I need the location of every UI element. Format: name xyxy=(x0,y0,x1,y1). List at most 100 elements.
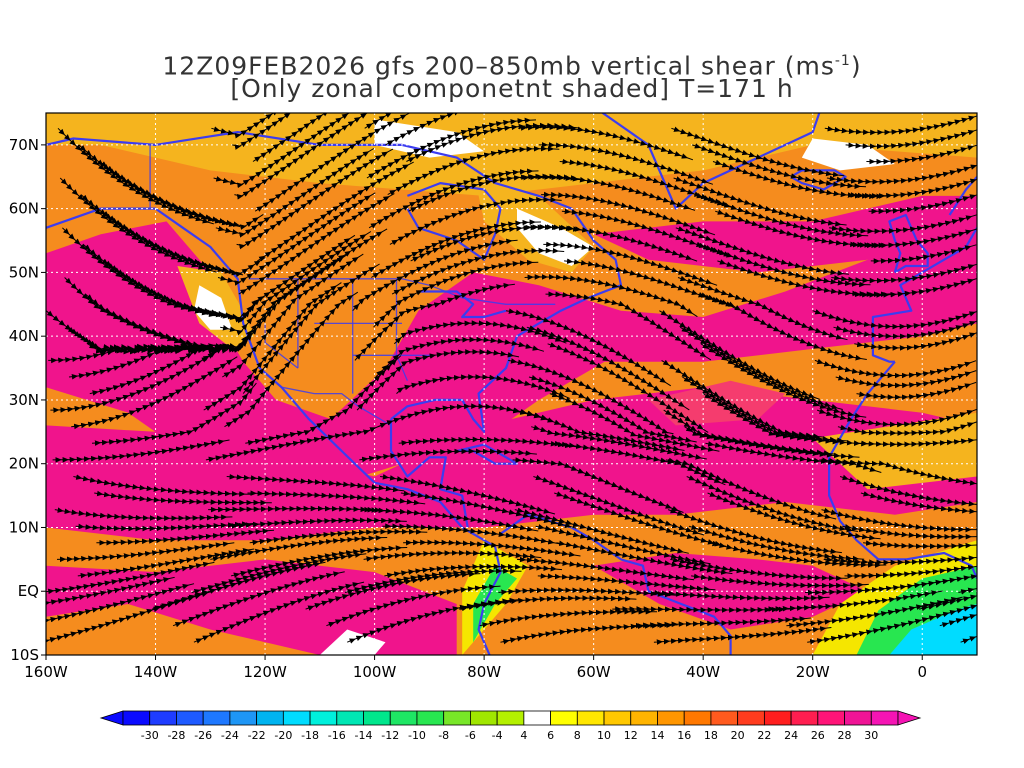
colorbar: -30 -28 -26 -24 -22 -20 -18 -16 -14 -12 -10 -8 -6 -4 4… xyxy=(99,710,922,742)
title-text: 12Z09FEB2026 gfs 200–850mb vertical shea… xyxy=(162,51,835,81)
colorbar-swatch xyxy=(710,710,739,726)
chart-title-line-1: 12Z09FEB2026 gfs 200–850mb vertical shea… xyxy=(0,48,1024,79)
streamline xyxy=(75,521,254,532)
colorbar-label: -30 xyxy=(141,729,159,742)
streamline xyxy=(918,594,977,612)
colorbar-label: 6 xyxy=(547,729,554,742)
lon-tick-label: 40W xyxy=(686,663,720,681)
colorbar-swatch xyxy=(122,710,151,726)
colorbar-swatch xyxy=(389,710,418,726)
streamline xyxy=(651,589,830,602)
colorbar-swatch xyxy=(176,710,204,726)
colorbar-swatch xyxy=(790,710,819,726)
chart-title-line-2: [Only zonal componetnt shaded] T=171 h xyxy=(230,74,794,103)
streamline xyxy=(765,590,943,612)
lat-tick-label: 20N xyxy=(9,455,39,473)
colorbar-label: -16 xyxy=(328,729,346,742)
colorbar-label: 12 xyxy=(624,729,638,742)
streamline xyxy=(364,113,392,129)
colorbar-swatch xyxy=(470,710,498,726)
lat-tick-label: 40N xyxy=(9,327,39,345)
streamline xyxy=(863,540,977,550)
colorbar-label: 8 xyxy=(574,729,581,742)
streamline xyxy=(252,113,329,163)
colorbar-swatch xyxy=(443,710,471,726)
colorbar-label: -4 xyxy=(492,729,503,742)
colorbar-label: 4 xyxy=(520,729,527,742)
colorbar-swatch xyxy=(282,710,311,726)
colorbar-swatch xyxy=(256,710,284,726)
streamline xyxy=(208,505,387,513)
streamline xyxy=(653,626,832,645)
colorbar-swatch xyxy=(683,710,712,726)
streamline xyxy=(633,616,811,629)
colorbar-label: -8 xyxy=(438,729,449,742)
lon-tick-label: 20W xyxy=(796,663,830,681)
lon-tick-label: 140W xyxy=(134,663,178,681)
colorbar-label: 16 xyxy=(677,729,691,742)
colorbar-label: 24 xyxy=(784,729,798,742)
streamline xyxy=(870,244,977,264)
colorbar-label: -18 xyxy=(301,729,319,742)
streamline xyxy=(518,124,694,161)
colorbar-high-arrow xyxy=(897,710,922,726)
colorbar-swatch xyxy=(523,710,551,726)
colorbar-swatch xyxy=(229,710,258,726)
colorbar-label: -20 xyxy=(274,729,292,742)
colorbar-swatch xyxy=(603,710,632,726)
colorbar-label: -12 xyxy=(381,729,399,742)
streamline xyxy=(939,614,977,628)
streamline xyxy=(54,507,233,522)
colorbar-swatch xyxy=(576,710,605,726)
colorbar-swatch xyxy=(202,710,231,726)
streamline xyxy=(612,606,791,613)
streamline xyxy=(805,574,977,596)
lon-tick-label: 100W xyxy=(353,663,397,681)
colorbar-swatch xyxy=(550,710,578,726)
lon-tick-label: 0 xyxy=(917,663,927,681)
colorbar-swatch xyxy=(870,710,899,726)
map-frame xyxy=(45,112,978,656)
colorbar-swatch xyxy=(149,710,177,726)
lat-tick-label: 30N xyxy=(9,391,39,409)
lat-tick-label: 50N xyxy=(9,263,39,281)
streamlines xyxy=(46,113,977,645)
lat-tick-label: 10N xyxy=(9,518,39,536)
colorbar-label: -6 xyxy=(465,729,476,742)
lat-tick-label: 60N xyxy=(9,200,39,218)
streamline xyxy=(856,381,977,401)
streamline xyxy=(958,587,977,595)
streamline xyxy=(844,564,977,579)
colorbar-label: 22 xyxy=(757,729,771,742)
colorbar-low-arrow xyxy=(99,710,124,726)
colorbar-label: -28 xyxy=(167,729,185,742)
colorbar-label: 28 xyxy=(838,729,852,742)
streamline xyxy=(960,635,977,644)
lon-tick-label: 160W xyxy=(24,663,68,681)
colorbar-label: -22 xyxy=(248,729,266,742)
colorbar-swatch xyxy=(844,710,872,726)
lat-tick-label: 10S xyxy=(10,646,39,664)
colorbar-label: -26 xyxy=(194,729,212,742)
streamline xyxy=(96,528,275,546)
title-text-end: ) xyxy=(850,51,862,81)
streamline xyxy=(671,126,845,178)
streamline xyxy=(57,127,214,225)
title-units-exponent: -1 xyxy=(834,53,851,69)
colorbar-label: -14 xyxy=(355,729,373,742)
streamline xyxy=(868,194,977,215)
colorbar-label: 20 xyxy=(731,729,745,742)
streamline xyxy=(94,490,272,506)
streamline xyxy=(385,113,468,146)
lat-tick-label: 70N xyxy=(9,136,39,154)
colorbar-swatch xyxy=(336,710,364,726)
colorbar-swatch xyxy=(496,710,525,726)
colorbar-label: 30 xyxy=(864,729,878,742)
colorbar-swatch xyxy=(363,710,391,726)
streamline xyxy=(858,437,977,448)
streamline xyxy=(458,595,637,612)
streamline xyxy=(226,473,405,493)
colorbar-swatch xyxy=(309,710,338,726)
